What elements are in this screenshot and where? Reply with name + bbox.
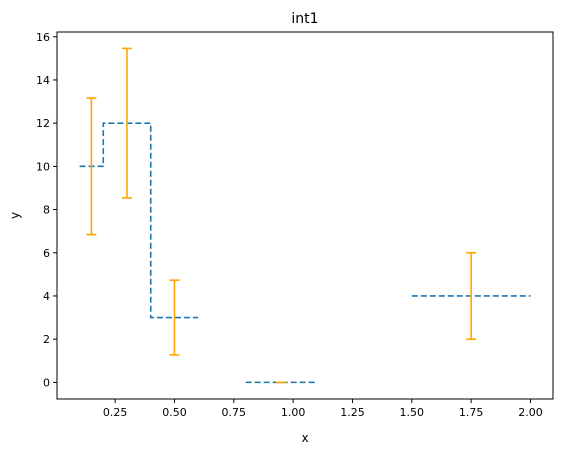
x-axis-label: x	[301, 431, 308, 445]
y-tick-label: 12	[36, 117, 50, 130]
x-tick-label: 1.75	[459, 406, 484, 419]
x-axis: 0.25 0.50 0.75 1.00 1.25 1.50 1.75 2.00	[103, 399, 543, 419]
y-tick-label: 6	[43, 247, 50, 260]
y-tick-label: 10	[36, 160, 50, 173]
y-tick-label: 8	[43, 204, 50, 217]
x-tick-label: 1.00	[281, 406, 306, 419]
plot-frame	[56, 31, 554, 400]
step-segment-1	[79, 122, 199, 319]
y-tick-label: 0	[43, 376, 50, 389]
error-bar	[122, 47, 133, 199]
y-tick-label: 4	[43, 290, 50, 303]
x-tick-label: 1.25	[340, 406, 365, 419]
plot-layer	[79, 47, 531, 384]
x-tick-label: 0.50	[162, 406, 187, 419]
chart-title: int1	[291, 11, 318, 27]
x-tick-label: 0.75	[222, 406, 247, 419]
y-axis: 0 2 4 6 8 10 12 14 16	[36, 31, 57, 389]
y-axis-label: y	[8, 212, 22, 219]
x-tick-label: 0.25	[103, 406, 128, 419]
x-tick-label: 2.00	[518, 406, 543, 419]
error-bar	[466, 251, 477, 340]
y-tick-label: 14	[36, 74, 50, 87]
x-tick-label: 1.50	[400, 406, 425, 419]
error-bar	[86, 97, 97, 236]
y-tick-label: 16	[36, 31, 50, 44]
error-bar	[169, 279, 180, 356]
y-tick-label: 2	[43, 333, 50, 346]
